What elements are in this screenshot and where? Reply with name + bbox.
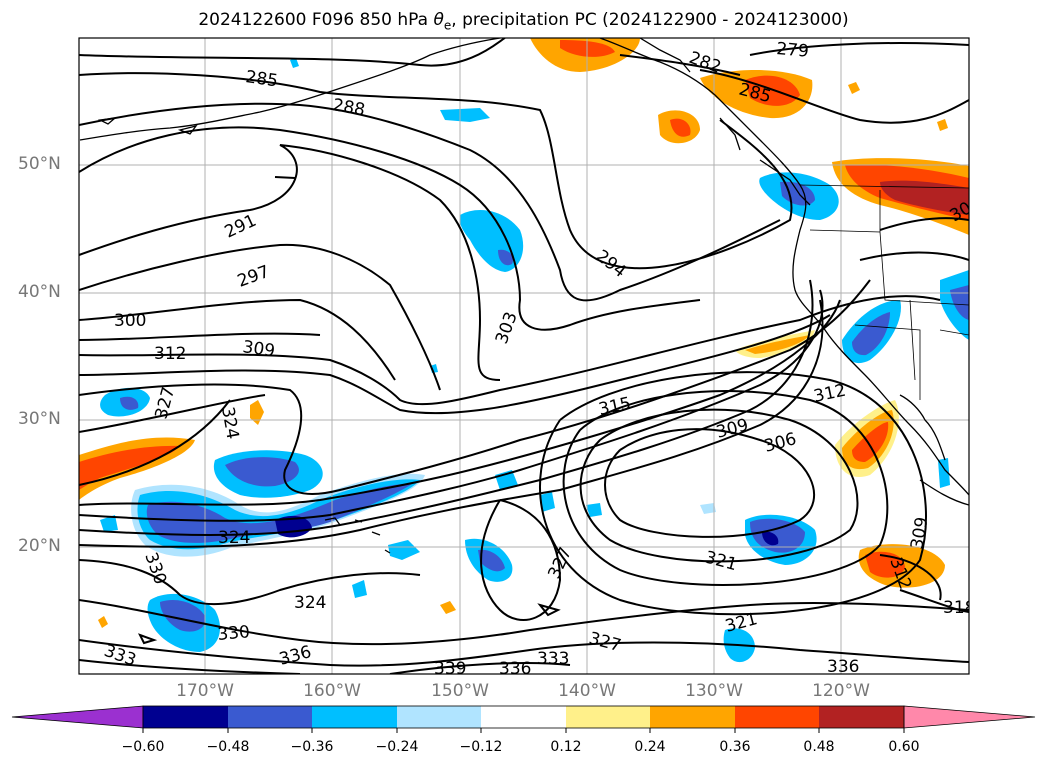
colorbar-bin — [650, 706, 735, 728]
svg-text:330: 330 — [217, 622, 251, 645]
lon-label-160w: 160°W — [303, 681, 361, 701]
map-title: 2024122600 F096 850 hPa θe, precipitatio… — [198, 10, 849, 33]
colorbar-tick-label: −0.12 — [459, 739, 503, 755]
colorbar-tick-label: −0.36 — [290, 739, 334, 755]
lat-label-20n: 20°N — [18, 536, 61, 556]
map-background — [79, 38, 969, 674]
svg-text:318: 318 — [943, 598, 975, 618]
colorbar-extend-low — [11, 705, 144, 729]
theta-e-contours — [79, 38, 969, 674]
svg-text:309: 309 — [241, 337, 276, 361]
svg-text:336: 336 — [499, 659, 531, 679]
map-frame — [78, 37, 970, 675]
svg-text:324: 324 — [294, 593, 326, 613]
colorbar-tick-label: 0.60 — [888, 739, 920, 755]
lon-label-170w: 170°W — [176, 681, 234, 701]
svg-text:285: 285 — [244, 67, 279, 91]
svg-text:333: 333 — [537, 649, 569, 669]
colorbar-bin — [566, 706, 650, 728]
lat-label-40n: 40°N — [18, 282, 61, 302]
colorbar-bin — [481, 706, 566, 728]
colorbar-tick-label: −0.48 — [206, 739, 250, 755]
svg-text:279: 279 — [776, 39, 810, 62]
colorbar-tick-label: −0.60 — [121, 739, 165, 755]
colorbar-extend-high — [903, 705, 1036, 729]
boundaries — [799, 184, 969, 400]
lon-label-120w: 120°W — [812, 681, 870, 701]
colorbar-bin — [819, 706, 904, 728]
colorbar-tick-label: 0.12 — [550, 739, 582, 755]
svg-text:339: 339 — [434, 659, 466, 679]
colorbar-tick-label: 0.24 — [634, 739, 666, 755]
svg-text:324: 324 — [218, 528, 250, 548]
coastlines — [79, 38, 969, 506]
colorbar-tick-label: 0.36 — [719, 739, 751, 755]
colorbar-bin — [397, 706, 481, 728]
svg-text:312: 312 — [154, 344, 186, 364]
svg-text:336: 336 — [827, 657, 859, 677]
lat-label-30n: 30°N — [18, 409, 61, 429]
lon-label-150w: 150°W — [431, 681, 489, 701]
lon-label-130w: 130°W — [685, 681, 743, 701]
colorbar-bin — [312, 706, 397, 728]
colorbar-bin — [143, 706, 228, 728]
colorbar-tick-label: 0.48 — [803, 739, 835, 755]
svg-text:300: 300 — [114, 311, 146, 331]
colorbar — [11, 705, 1036, 733]
colorbar-tick-label: −0.24 — [375, 739, 419, 755]
lat-label-50n: 50°N — [18, 154, 61, 174]
islands — [324, 517, 391, 554]
colorbar-bin — [228, 706, 312, 728]
colorbar-bin — [735, 706, 819, 728]
lon-label-140w: 140°W — [558, 681, 616, 701]
